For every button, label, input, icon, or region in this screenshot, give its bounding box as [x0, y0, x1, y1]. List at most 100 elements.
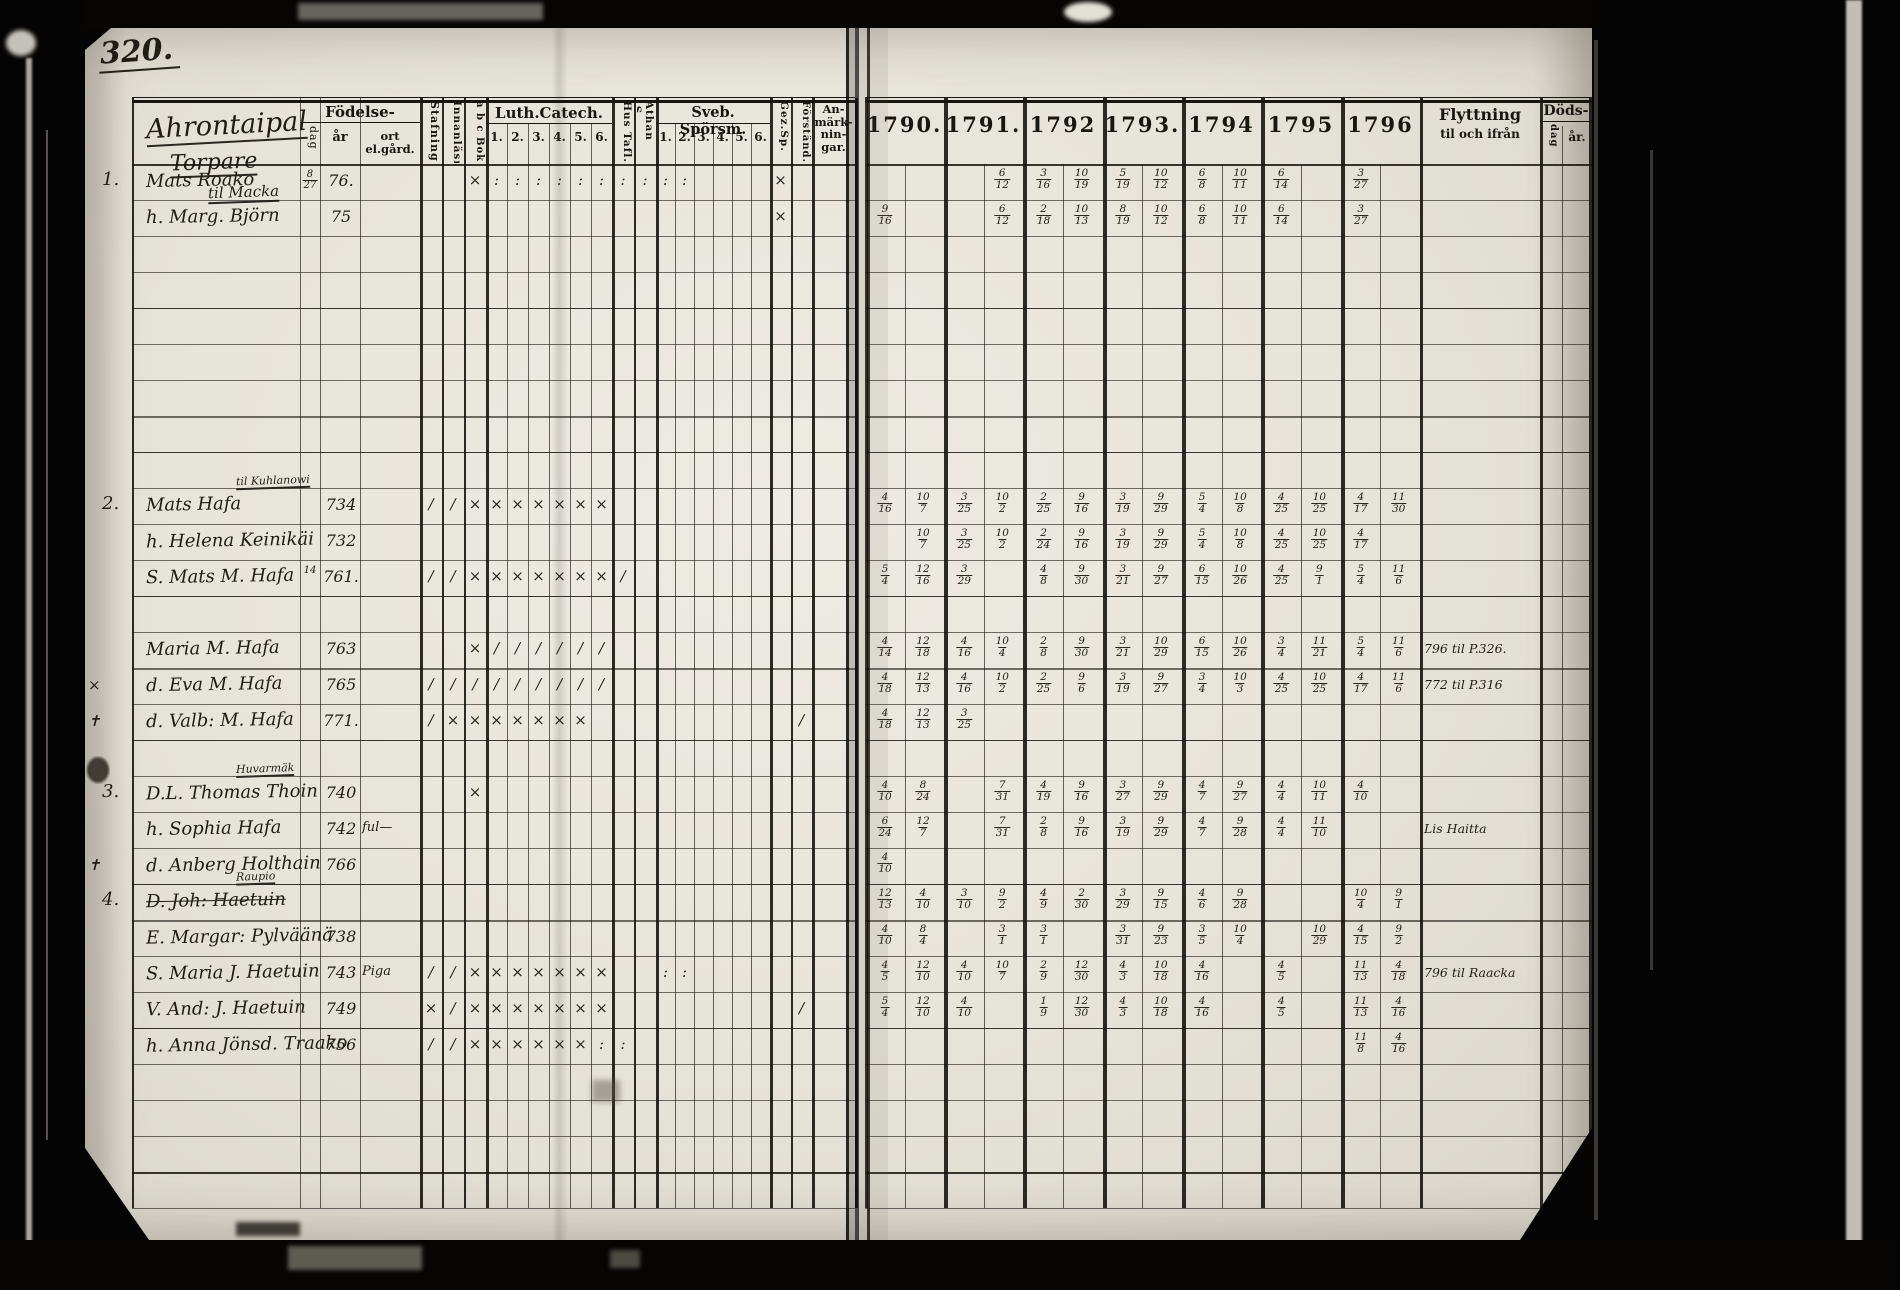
communion-date-fraction: 6 14	[1273, 167, 1290, 191]
communion-date-fraction: 10 12	[1153, 203, 1169, 227]
sveb-subcol-number: 4.	[716, 130, 729, 144]
grid-line	[132, 1100, 855, 1101]
communion-date-fraction: 10 11	[1232, 203, 1248, 227]
catechism-mark: ×	[574, 999, 587, 1017]
communion-date-fraction: 11 13	[1352, 959, 1369, 983]
grid-line	[865, 164, 1592, 166]
catechism-mark: ×	[553, 495, 566, 513]
header-athan: Athan .S.	[637, 101, 655, 141]
grid-line	[1182, 98, 1186, 1208]
birth-year: 766	[325, 855, 357, 874]
grid-line	[944, 98, 948, 1208]
luth-subcol-number: 6.	[595, 130, 608, 144]
communion-date-fraction: 10 7	[995, 959, 1009, 983]
grid-line	[865, 1064, 1592, 1065]
grid-line	[132, 848, 855, 849]
grid-line	[1222, 164, 1223, 1208]
communion-date-fraction: 3 27	[1352, 203, 1369, 227]
catechism-mark: ×	[532, 495, 545, 513]
grid-line	[865, 776, 1592, 777]
header-sveb-underline	[656, 123, 770, 124]
grid-line	[132, 560, 855, 561]
communion-date-fraction: 12 18	[915, 635, 931, 659]
grid-line	[132, 98, 134, 1208]
birth-day-fraction: 8 27	[302, 169, 318, 191]
grid-line	[1023, 98, 1027, 1208]
grid-line	[132, 632, 855, 633]
grid-line	[634, 98, 636, 1208]
catechism-mark: :	[662, 171, 669, 189]
communion-date-fraction: 12 30	[1073, 995, 1090, 1019]
communion-date-fraction: 6 12	[994, 167, 1010, 191]
grid-line	[132, 740, 855, 741]
grid-line	[132, 776, 855, 777]
catechism-mark: :	[577, 171, 584, 189]
place-note: Piga	[362, 964, 391, 979]
communion-date-fraction: 10 7	[916, 491, 930, 515]
top-band	[0, 0, 1900, 28]
catechism-mark: :	[681, 171, 688, 189]
grid-line	[865, 488, 1592, 489]
birth-year: 742	[325, 819, 357, 838]
communion-date-fraction: 10 4	[1233, 923, 1247, 947]
catechism-mark: ×	[468, 567, 482, 585]
grid-line	[132, 1172, 855, 1174]
communion-date-fraction: 10 26	[1232, 563, 1248, 587]
sveb-subcol-number: 6.	[754, 130, 767, 144]
luth-subcol-number: 1.	[490, 130, 503, 144]
catechism-mark: ×	[574, 1035, 587, 1053]
person-name: h. Helena Keinikäi	[145, 528, 315, 553]
catechism-mark: ×	[511, 567, 524, 585]
header-flyttning-line2: til och ifrån	[1440, 127, 1520, 141]
grid-line	[132, 308, 855, 309]
communion-date-fraction: 7 31	[994, 815, 1010, 839]
communion-date-fraction: 3 21	[1115, 635, 1131, 659]
grid-line	[1301, 164, 1302, 1208]
grid-line	[1562, 126, 1563, 1208]
grid-line	[865, 596, 1592, 597]
year-header-1794: 1794	[1188, 112, 1255, 137]
communion-date-fraction: 4 10	[956, 959, 972, 983]
grid-line	[865, 632, 1592, 633]
right-page-edge-highlight	[1594, 40, 1598, 1220]
grid-line	[507, 124, 508, 1208]
catechism-mark: ×	[490, 1035, 503, 1053]
grid-line	[612, 98, 615, 1208]
header-hus-tafl: Hus Tafl.	[621, 101, 633, 163]
communion-date-fraction: 3 27	[1115, 779, 1131, 803]
communion-date-fraction: 4 10	[956, 995, 972, 1019]
flyttning-note: Lis Haitta	[1424, 821, 1487, 836]
row-number: 4.	[102, 889, 120, 910]
communion-date-fraction: 12 13	[915, 707, 931, 731]
communion-date-fraction: 6 24	[877, 815, 893, 839]
catechism-mark: ×	[574, 495, 587, 513]
communion-date-fraction: 4 16	[1390, 1031, 1407, 1055]
communion-date-fraction: 10 18	[1153, 959, 1169, 983]
communion-date-fraction: 4 10	[877, 779, 893, 803]
grid-line	[132, 164, 855, 166]
communion-date-fraction: 12 13	[877, 887, 893, 911]
header-forstand: Förständ.	[800, 101, 811, 163]
communion-date-fraction: 10 8	[1233, 491, 1247, 515]
communion-date-fraction: 3 10	[956, 887, 972, 911]
catechism-mark: ∕	[598, 639, 605, 657]
grid-line	[486, 98, 489, 1208]
communion-date-fraction: 10 18	[1153, 995, 1169, 1019]
catechism-mark: ×	[774, 171, 787, 189]
communion-date-fraction: 6 12	[994, 203, 1010, 227]
grid-line	[865, 308, 1592, 309]
catechism-mark: ∕	[428, 675, 434, 693]
header-abc-bok: a b c Bok	[474, 101, 485, 163]
year-header-1793: 1793.	[1104, 112, 1181, 137]
place-note: ful—	[362, 820, 393, 835]
catechism-mark: ∕	[428, 1035, 434, 1053]
person-name: h. Sophia Hafa	[145, 816, 282, 841]
